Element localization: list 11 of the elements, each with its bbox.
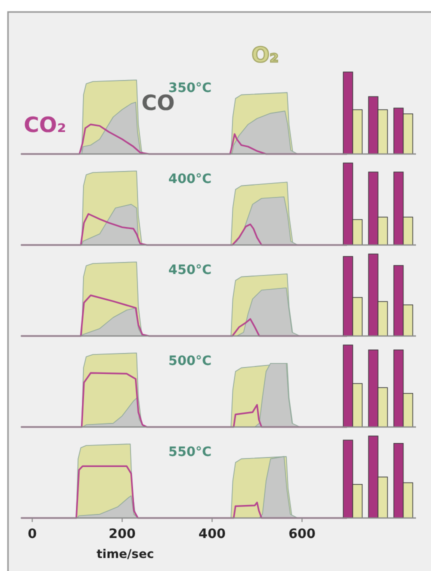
series-label: O₂: [252, 43, 279, 67]
chart-title: 500°C: [168, 354, 212, 369]
chart-title: 400°C: [168, 172, 212, 187]
x-tick-label: 200: [108, 527, 136, 542]
x-axis-title: time/sec: [96, 547, 154, 561]
x-tick-label: 0: [28, 527, 37, 542]
x-tick-label: 400: [198, 527, 226, 542]
series-label: CO₂: [24, 113, 66, 137]
chart-title: 550°C: [168, 445, 212, 460]
x-tick-label: 600: [288, 527, 316, 542]
chart-title: 450°C: [168, 263, 212, 278]
